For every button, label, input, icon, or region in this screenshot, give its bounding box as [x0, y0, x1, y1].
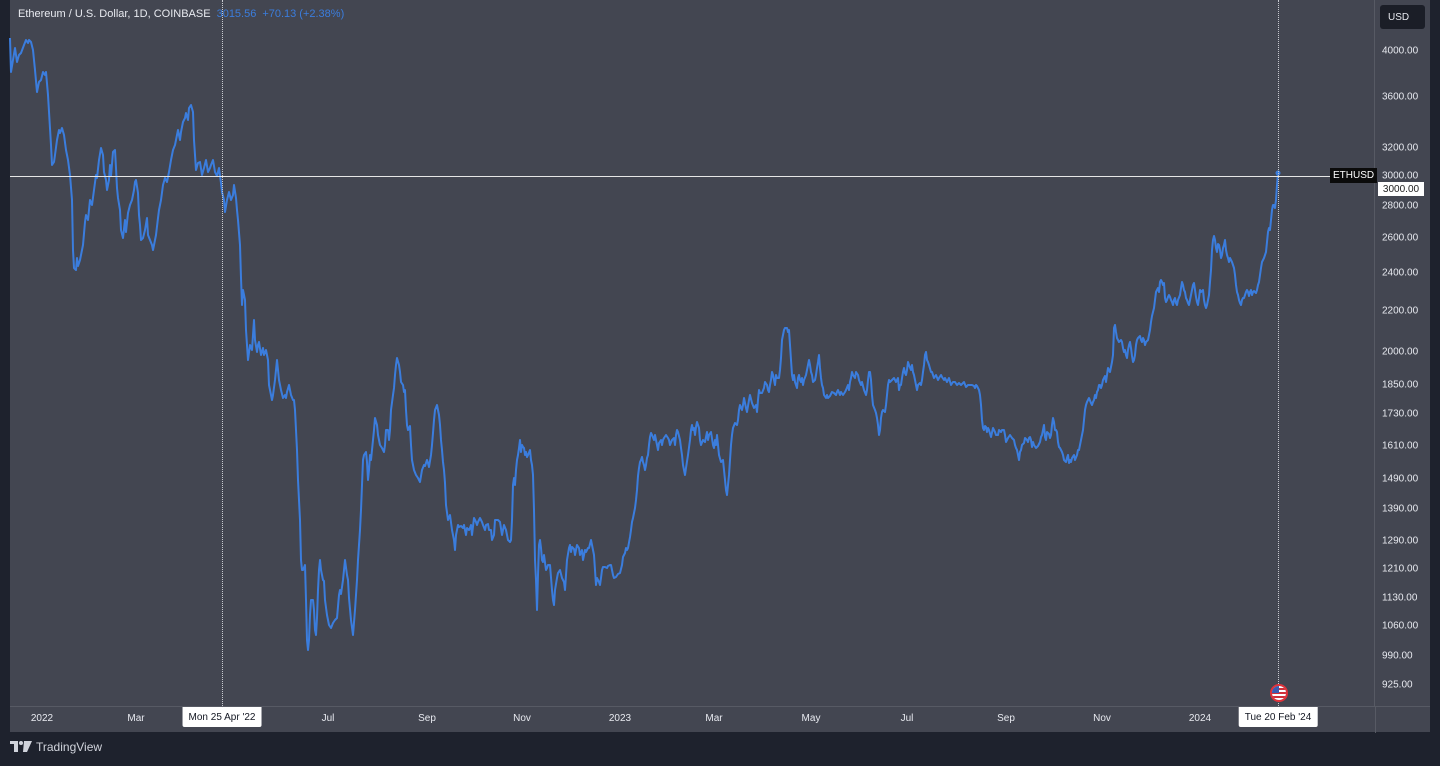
price-tick-label: 3600.00 [1382, 91, 1419, 103]
price-tick-label: 1490.00 [1382, 473, 1419, 485]
time-tick-label: May [801, 713, 821, 724]
symbol-title: Ethereum / U.S. Dollar, 1D, COINBASE [18, 8, 211, 20]
price-tick-label: 3000.00 [1382, 170, 1419, 182]
brand-name: TradingView [36, 740, 103, 754]
price-tick-label: 2000.00 [1382, 346, 1419, 358]
symbol-tag: ETHUSD [1330, 168, 1378, 183]
price-change-pct: (+2.38%) [299, 8, 345, 20]
price-tick-label: 1730.00 [1382, 408, 1419, 420]
crosshair-date-right: Tue 20 Feb '24 [1238, 707, 1318, 727]
time-tick-label: Mar [705, 713, 723, 724]
chart-legend: Ethereum / U.S. Dollar, 1D, COINBASE 301… [18, 8, 344, 20]
time-axis-corner [1375, 707, 1430, 733]
price-tick-label: 4000.00 [1382, 45, 1419, 57]
chart-frame [10, 0, 1430, 733]
tradingview-logo-icon [10, 741, 32, 752]
price-tick-label: 2200.00 [1382, 305, 1419, 317]
time-tick-label: Jul [900, 713, 914, 724]
crosshair-date-left: Mon 25 Apr '22 [182, 707, 262, 727]
currency-button[interactable]: USD [1380, 5, 1425, 29]
price-change: +70.13 [262, 8, 297, 20]
time-tick-label: Nov [1093, 713, 1111, 724]
footer-brand[interactable]: TradingView [10, 740, 102, 754]
price-tick-label: 990.00 [1382, 650, 1413, 662]
last-price: 3015.56 [216, 8, 257, 20]
crosshair-vertical-right [1278, 0, 1279, 706]
price-tick-label: 3200.00 [1382, 142, 1419, 154]
crosshair-vertical-left [222, 0, 223, 706]
price-tick-label: 1850.00 [1382, 379, 1419, 391]
price-tick-label: 1060.00 [1382, 620, 1419, 632]
plot-area[interactable] [10, 0, 1375, 706]
us-flag-event-icon[interactable] [1270, 684, 1288, 702]
price-tick-label: 2400.00 [1382, 267, 1419, 279]
horizontal-line-3000[interactable] [10, 176, 1365, 177]
time-tick-label: 2024 [1188, 713, 1212, 724]
time-tick-label: Sep [997, 713, 1015, 724]
time-tick-label: Jul [321, 713, 335, 724]
price-tick-label: 925.00 [1382, 679, 1413, 691]
price-tick-label: 1290.00 [1382, 535, 1419, 547]
price-tick-label: 2800.00 [1382, 200, 1419, 212]
price-tick-label: 1610.00 [1382, 440, 1419, 452]
price-axis[interactable] [1375, 0, 1430, 706]
time-tick-label: Nov [513, 713, 531, 724]
time-tick-label: Mar [127, 713, 145, 724]
price-tick-label: 1210.00 [1382, 563, 1419, 575]
price-tick-label: 2600.00 [1382, 232, 1419, 244]
time-tick-label: 2023 [608, 713, 632, 724]
price-tick-label: 1390.00 [1382, 503, 1419, 515]
time-tick-label: Sep [418, 713, 436, 724]
hline-price-tag: 3000.00 [1378, 182, 1424, 196]
time-tick-label: 2022 [30, 713, 54, 724]
price-tick-label: 1130.00 [1382, 592, 1418, 604]
